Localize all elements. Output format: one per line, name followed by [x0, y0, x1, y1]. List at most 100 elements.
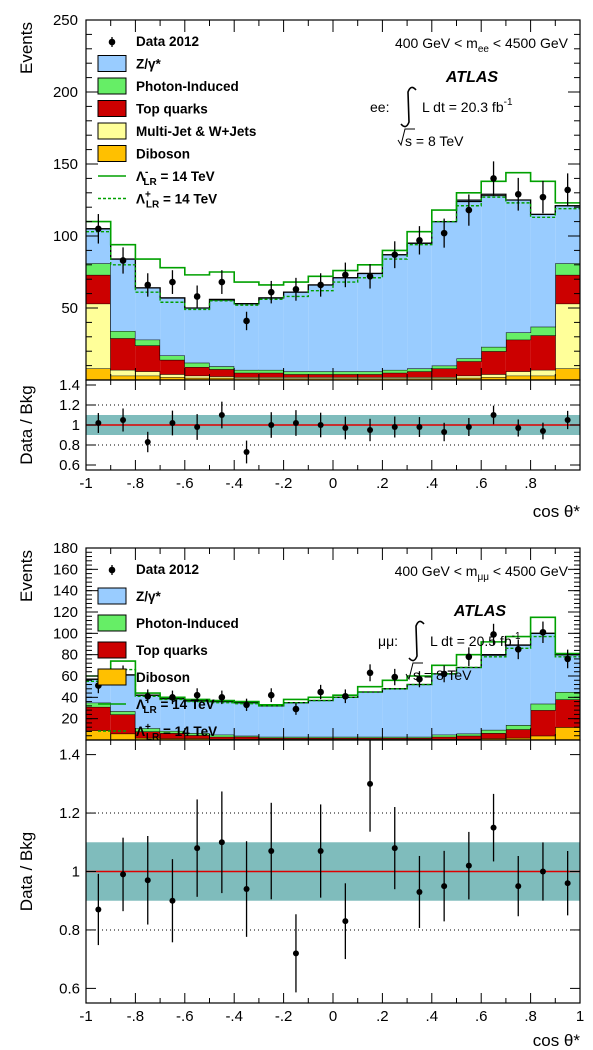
- y-tick-label: 60: [61, 668, 78, 685]
- ratio-point: [515, 883, 522, 890]
- mass-range-label: 400 GeV < mμμ < 4500 GeV: [395, 563, 569, 583]
- bar-Photon-Induced: [530, 703, 556, 711]
- bar-Z/γ*: [481, 655, 506, 730]
- bar-Top quarks: [530, 335, 556, 370]
- ratio-point: [564, 417, 571, 423]
- bar-Top quarks: [234, 736, 259, 739]
- bar-Photon-Induced: [209, 734, 235, 737]
- lambda-symbol: Λ: [136, 192, 145, 207]
- legend-swatch-Top quarks: [97, 641, 127, 659]
- bar-Top quarks: [184, 367, 210, 376]
- legend: Data 2012 Z/γ* Photon-Induced Top quarks Dib…: [97, 562, 239, 743]
- x-axis-label: cos θ*: [533, 502, 581, 521]
- ratio-y-axis-label: Data / Bkg: [17, 832, 36, 911]
- lumi-text: L dt = 20.5 fb: [430, 633, 512, 649]
- ratio-point: [144, 877, 151, 884]
- bar-Photon-Induced: [308, 371, 333, 375]
- bar-Z/γ*: [407, 684, 432, 737]
- bar-Multi-Jet & W+Jets: [481, 374, 506, 378]
- bar-Photon-Induced: [481, 346, 506, 352]
- ratio-y-tick-label: 0.6: [59, 457, 80, 474]
- bar-Photon-Induced: [258, 369, 284, 373]
- bar-Photon-Induced: [135, 339, 161, 346]
- ratio-point: [342, 425, 349, 431]
- lambda-rest: = 14 TeV: [157, 169, 215, 184]
- bar-Z/γ*: [209, 300, 235, 367]
- data-point: [169, 278, 176, 286]
- channel-label: ee:: [370, 99, 389, 115]
- legend-label-Multi-Jet & W+Jets: Multi-Jet & W+Jets: [136, 124, 256, 139]
- legend-label-Diboson: Diboson: [136, 670, 190, 685]
- bar-Photon-Induced: [357, 736, 383, 738]
- bar-Z/γ*: [505, 200, 531, 333]
- bar-Diboson: [481, 377, 506, 380]
- ratio-y-tick-label: 1.2: [59, 397, 80, 414]
- bar-Diboson: [481, 738, 506, 740]
- x-tick-label: .4: [426, 475, 439, 492]
- bar-Diboson: [308, 378, 333, 380]
- legend-data-marker: [108, 566, 116, 574]
- data-point: [267, 691, 275, 699]
- bar-Multi-Jet & W+Jets: [530, 369, 556, 376]
- bar-Multi-Jet & W+Jets: [308, 377, 333, 379]
- lumi-label: L dt = 20.3 fb-1: [422, 97, 513, 115]
- bar-Diboson: [555, 368, 580, 380]
- x-tick-label: -.6: [176, 1008, 194, 1025]
- lambda-sup: +: [145, 190, 151, 201]
- integral-sign: [400, 86, 417, 128]
- y-tick-label: 120: [53, 604, 78, 621]
- bar-Top quarks: [160, 733, 185, 739]
- ratio-point: [564, 880, 571, 887]
- legend-label-data: Data 2012: [136, 562, 199, 577]
- lambda-sup: +: [145, 722, 151, 733]
- data-point: [317, 281, 324, 289]
- bar-Photon-Induced: [481, 729, 506, 734]
- ratio-y-tick-label: 1.2: [59, 805, 80, 822]
- ratio-point: [391, 845, 398, 852]
- annotations: 400 GeV < mμμ < 4500 GeV ATLAS μμ: L dt = 2…: [378, 563, 569, 683]
- x-tick-label: 0: [329, 475, 337, 492]
- ratio-point: [367, 780, 374, 787]
- annotations: 400 GeV < mee < 4500 GeV ATLAS ee: L dt = 2…: [370, 35, 569, 149]
- x-tick-label: .6: [475, 475, 488, 492]
- atlas-label: ATLAS: [445, 69, 498, 86]
- panel-mumu: 20406080100120140160180Events0.60.811.21…: [17, 540, 584, 1050]
- bar-Top quarks: [333, 374, 358, 378]
- bar-Top quarks: [481, 733, 506, 739]
- x-tick-label: -.8: [127, 1008, 145, 1025]
- bar-Photon-Induced: [184, 362, 210, 368]
- bar-Photon-Induced: [555, 692, 580, 700]
- bar-Multi-Jet & W+Jets: [555, 303, 580, 369]
- ratio-point: [243, 886, 250, 893]
- x-tick-label: -.6: [176, 475, 194, 492]
- data-point: [366, 273, 374, 280]
- ratio-point: [416, 424, 423, 430]
- bar-Photon-Induced: [357, 371, 383, 375]
- data-point: [317, 688, 324, 696]
- lambda-symbol: Λ: [136, 169, 145, 184]
- bar-Diboson: [160, 738, 185, 740]
- sqrt-sign: [397, 128, 415, 147]
- lambda-sub: LR: [146, 200, 160, 211]
- bar-Diboson: [258, 378, 284, 380]
- bar-Multi-Jet & W+Jets: [258, 377, 284, 379]
- bar-Z/γ*: [481, 195, 506, 347]
- data-point: [243, 701, 250, 709]
- y-tick-label: 150: [53, 156, 78, 173]
- bar-Photon-Induced: [530, 326, 556, 336]
- bar-Top quarks: [530, 710, 556, 736]
- lumi-label: L dt = 20.5 fb-1: [430, 631, 521, 649]
- x-tick-label: 0: [329, 1008, 337, 1025]
- data-point: [95, 225, 102, 233]
- ratio-point: [169, 420, 176, 426]
- bar-Photon-Induced: [160, 355, 185, 360]
- x-tick-label: -.2: [275, 475, 293, 492]
- bar-Multi-Jet & W+Jets: [209, 376, 235, 378]
- x-tick-label: .2: [376, 475, 389, 492]
- bar-Z/γ*: [308, 700, 333, 737]
- ratio-point: [194, 845, 201, 852]
- mass-range-pre: 400 GeV < m: [395, 563, 478, 579]
- bar-Z/γ*: [357, 273, 383, 372]
- data-point: [119, 257, 127, 264]
- bar-Multi-Jet & W+Jets: [456, 375, 482, 378]
